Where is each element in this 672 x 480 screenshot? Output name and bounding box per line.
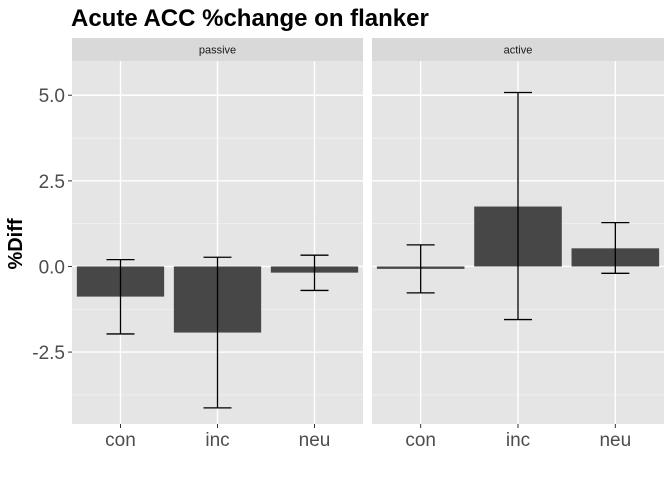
x-tick-label: neu bbox=[599, 430, 631, 451]
x-tick-label: inc bbox=[506, 430, 530, 451]
y-tick-label: 0.0 bbox=[39, 257, 65, 278]
y-tick-label: 5.0 bbox=[39, 86, 65, 107]
x-tick-label: con bbox=[405, 430, 436, 451]
x-tick-label: neu bbox=[299, 430, 331, 451]
error-bar-passive-inc bbox=[203, 256, 232, 409]
y-tick-label: -2.5 bbox=[32, 343, 65, 364]
x-tick-label: inc bbox=[205, 430, 229, 451]
error-bar-active-neu bbox=[601, 221, 630, 274]
error-bar-active-inc bbox=[504, 91, 532, 321]
chart-title: Acute ACC %change on flanker bbox=[71, 5, 429, 32]
x-tick-label: con bbox=[105, 430, 136, 451]
y-tick-label: 2.5 bbox=[39, 172, 65, 193]
error-bar-active-con bbox=[406, 244, 435, 294]
facet-strip-label: active bbox=[504, 45, 533, 57]
facet-strip-label: passive bbox=[199, 45, 236, 57]
error-bar-passive-con bbox=[106, 258, 135, 335]
error-bar-passive-neu bbox=[300, 254, 329, 292]
facet-panel-passive: passive con inc neu bbox=[72, 38, 363, 451]
facet-strip bbox=[372, 38, 664, 61]
facet-strip bbox=[72, 38, 363, 61]
y-axis-label: %Diff bbox=[5, 218, 27, 269]
facet-panel-active: active con inc neu bbox=[372, 38, 664, 451]
